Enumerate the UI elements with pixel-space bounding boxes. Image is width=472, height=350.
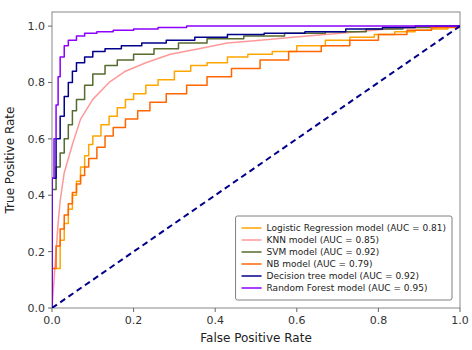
y-tick-label: 0.0	[28, 302, 46, 315]
x-tick-label: 0.2	[125, 314, 143, 327]
legend-swatch	[242, 251, 262, 253]
x-tick	[460, 308, 461, 312]
roc-curve	[52, 26, 460, 308]
legend-swatch	[242, 263, 262, 265]
x-tick	[296, 308, 297, 312]
x-tick-label: 0.6	[288, 314, 306, 327]
y-tick	[48, 138, 52, 139]
legend-swatch	[242, 275, 262, 277]
y-tick-label: 0.2	[28, 246, 46, 259]
y-tick	[48, 26, 52, 27]
roc-curve	[52, 26, 460, 308]
x-tick	[52, 308, 53, 312]
y-tick	[48, 195, 52, 196]
plot-frame	[52, 12, 460, 308]
x-axis-label: False Positive Rate	[200, 331, 312, 345]
legend-entry: Logistic Regression model (AUC = 0.81)	[267, 223, 446, 233]
legend-entry: Random Forest model (AUC = 0.95)	[267, 283, 428, 293]
legend-swatch	[242, 287, 262, 289]
legend-swatch	[242, 239, 262, 241]
series-group	[52, 26, 460, 308]
chart: 0.0 0.2 0.4 0.6 0.8 1.0 0.0 0.2 0.4 0.6 0.8 1.0 Fals…	[0, 0, 472, 350]
legend-swatch	[242, 227, 262, 229]
x-tick-label: 0.8	[370, 314, 388, 327]
x-tick	[215, 308, 216, 312]
legend-entry: NB model (AUC = 0.79)	[267, 259, 373, 269]
roc-curve	[52, 26, 460, 308]
y-tick	[48, 82, 52, 83]
x-tick-label: 1.0	[451, 314, 469, 327]
x-tick	[378, 308, 379, 312]
legend-box	[236, 216, 452, 300]
y-tick-label: 0.6	[28, 133, 46, 146]
y-axis-label: True Positive Rate	[3, 107, 17, 215]
legend-entry: Decision tree model (AUC = 0.92)	[267, 271, 419, 281]
y-tick-label: 0.8	[28, 76, 46, 89]
roc-curve	[52, 26, 460, 308]
y-tick	[48, 308, 52, 309]
y-tick-label: 1.0	[28, 20, 46, 33]
legend-entry: SVM model (AUC = 0.92)	[267, 247, 380, 257]
roc-curve	[52, 26, 460, 308]
y-tick	[48, 251, 52, 252]
x-tick-label: 0.0	[43, 314, 61, 327]
x-tick-label: 0.4	[206, 314, 224, 327]
roc-curve	[52, 26, 460, 308]
x-tick	[133, 308, 134, 312]
legend: Logistic Regression model (AUC = 0.81) KN…	[236, 216, 452, 300]
y-tick-label: 0.4	[28, 189, 46, 202]
legend-entry: KNN model (AUC = 0.85)	[267, 235, 379, 245]
reference-line	[52, 26, 460, 308]
